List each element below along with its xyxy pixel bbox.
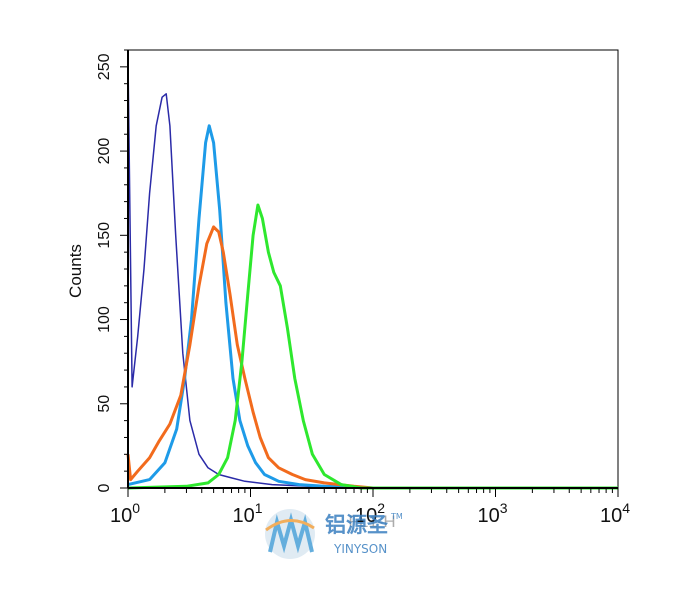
y-axis-title: Counts	[66, 244, 85, 298]
y-tick-label: 50	[96, 395, 113, 413]
plot-frame	[127, 49, 619, 489]
watermark-en-text: YINYSON	[333, 542, 387, 556]
x-tick-label: 102	[355, 500, 385, 527]
x-tick-base: 10	[355, 505, 377, 527]
series-line-3	[126, 225, 618, 490]
x-tick-base: 10	[110, 505, 132, 527]
logo-mark-icon	[265, 509, 315, 559]
watermark-tm-text: TM	[390, 512, 403, 521]
series-layer	[126, 58, 618, 490]
x-tick-label: 104	[600, 500, 630, 527]
y-tick-label: 0	[96, 483, 113, 492]
series-line-1	[127, 58, 618, 489]
x-tick-label: 100	[110, 500, 140, 527]
watermark-cn-text: 铝源圣	[325, 513, 389, 537]
y-tick-label: 250	[96, 53, 113, 80]
x-tick-base: 10	[477, 505, 499, 527]
x-tick-exponent: 1	[255, 500, 263, 516]
x-tick-exponent: 4	[622, 500, 630, 516]
watermark-logo: 铝源圣 TM YINYSON	[265, 509, 403, 559]
x-tick-exponent: 3	[500, 500, 508, 516]
y-tick-label: 200	[96, 138, 113, 165]
y-axis: 0 50 100 150 200 250	[96, 49, 128, 492]
x-tick-exponent: 0	[132, 500, 140, 516]
x-tick-label: 103	[477, 500, 507, 527]
x-axis: 100 101 102 103 104	[110, 488, 630, 527]
y-tick-label: 100	[96, 306, 113, 333]
series-line-4	[127, 203, 618, 490]
x-tick-base: 10	[600, 505, 622, 527]
x-tick-label: 101	[232, 500, 262, 527]
x-tick-base: 10	[232, 505, 254, 527]
x-tick-exponent: 2	[377, 500, 385, 516]
x-axis-title: FL1-H	[348, 512, 395, 531]
y-tick-label: 150	[96, 222, 113, 249]
